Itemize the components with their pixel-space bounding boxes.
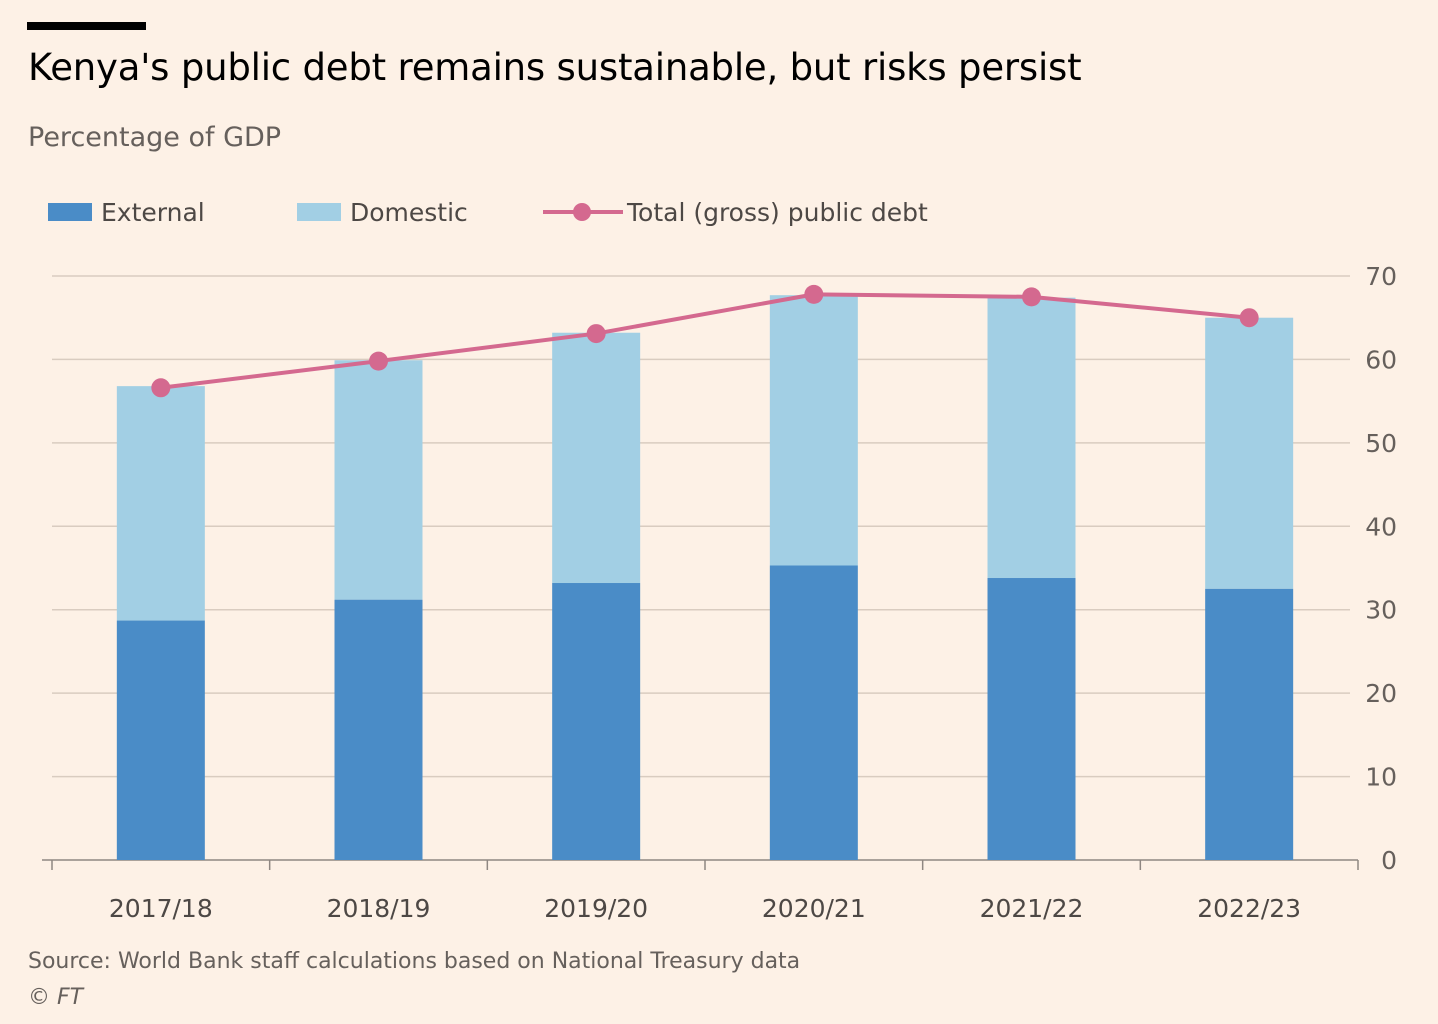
chart-legend: External Domestic Total (gross) public d…: [0, 192, 1000, 232]
copyright-note: © FT: [28, 985, 84, 1010]
x-tick-label-2017-18: 2017/18: [109, 894, 213, 923]
total-debt-point-2022-23: [1239, 308, 1259, 328]
x-tick-label-2022-23: 2022/23: [1197, 894, 1301, 923]
legend-swatch-domestic: [297, 203, 341, 221]
legend-label-total: Total (gross) public debt: [627, 197, 928, 227]
bar-domestic-2019-20: [552, 332, 641, 584]
chart-title: Kenya's public debt remains sustainable,…: [28, 46, 1082, 89]
y-tick-label-0: 0: [1381, 846, 1397, 875]
y-tick-label-10: 10: [1365, 763, 1397, 792]
legend-swatch-total: [543, 203, 623, 221]
x-tick-label-2020-21: 2020/21: [762, 894, 866, 923]
legend-item-total: Total (gross) public debt: [543, 192, 928, 232]
bar-domestic-2017-18: [116, 386, 205, 621]
stacked-bar-chart: 0 10 20 30 40 50 60 70 2017/18 2018/19 2019/20 2020…: [42, 262, 1397, 923]
x-tick-label-2019-20: 2019/20: [544, 894, 648, 923]
bar-external-2019-20: [552, 583, 641, 860]
bar-domestic-2021-22: [987, 297, 1076, 579]
bar-domestic-2022-23: [1205, 317, 1294, 589]
x-tick-label-2018-19: 2018/19: [327, 894, 431, 923]
total-debt-point-2019-20: [586, 324, 606, 344]
bar-external-2018-19: [334, 599, 423, 860]
bar-domestic-2020-21: [769, 295, 858, 566]
source-note: Source: World Bank staff calculations ba…: [28, 949, 801, 974]
chart-subtitle: Percentage of GDP: [28, 122, 282, 153]
legend-item-external: External: [48, 192, 205, 232]
legend-label-domestic: Domestic: [350, 197, 468, 227]
y-tick-label-20: 20: [1365, 679, 1397, 708]
total-debt-point-2017-18: [151, 378, 171, 398]
legend-item-domestic: Domestic: [297, 192, 468, 232]
legend-swatch-external: [48, 203, 92, 221]
y-tick-label-60: 60: [1365, 345, 1397, 374]
y-tick-label-40: 40: [1365, 512, 1397, 541]
bar-external-2021-22: [987, 578, 1076, 860]
x-tick-label-2021-22: 2021/22: [980, 894, 1084, 923]
y-tick-label-50: 50: [1365, 429, 1397, 458]
bar-domestic-2018-19: [334, 360, 423, 600]
total-debt-point-2020-21: [804, 284, 824, 304]
total-debt-point-2018-19: [369, 351, 388, 371]
total-debt-line: [160, 292, 1250, 390]
bar-external-2022-23: [1205, 588, 1294, 860]
y-tick-label-70: 70: [1365, 262, 1397, 291]
bar-external-2020-21: [769, 565, 858, 860]
ft-brand-bar: [27, 22, 146, 30]
total-debt-point-2021-22: [1022, 287, 1041, 307]
y-tick-label-30: 30: [1365, 596, 1397, 625]
legend-label-external: External: [101, 197, 205, 227]
bar-external-2017-18: [116, 620, 205, 860]
